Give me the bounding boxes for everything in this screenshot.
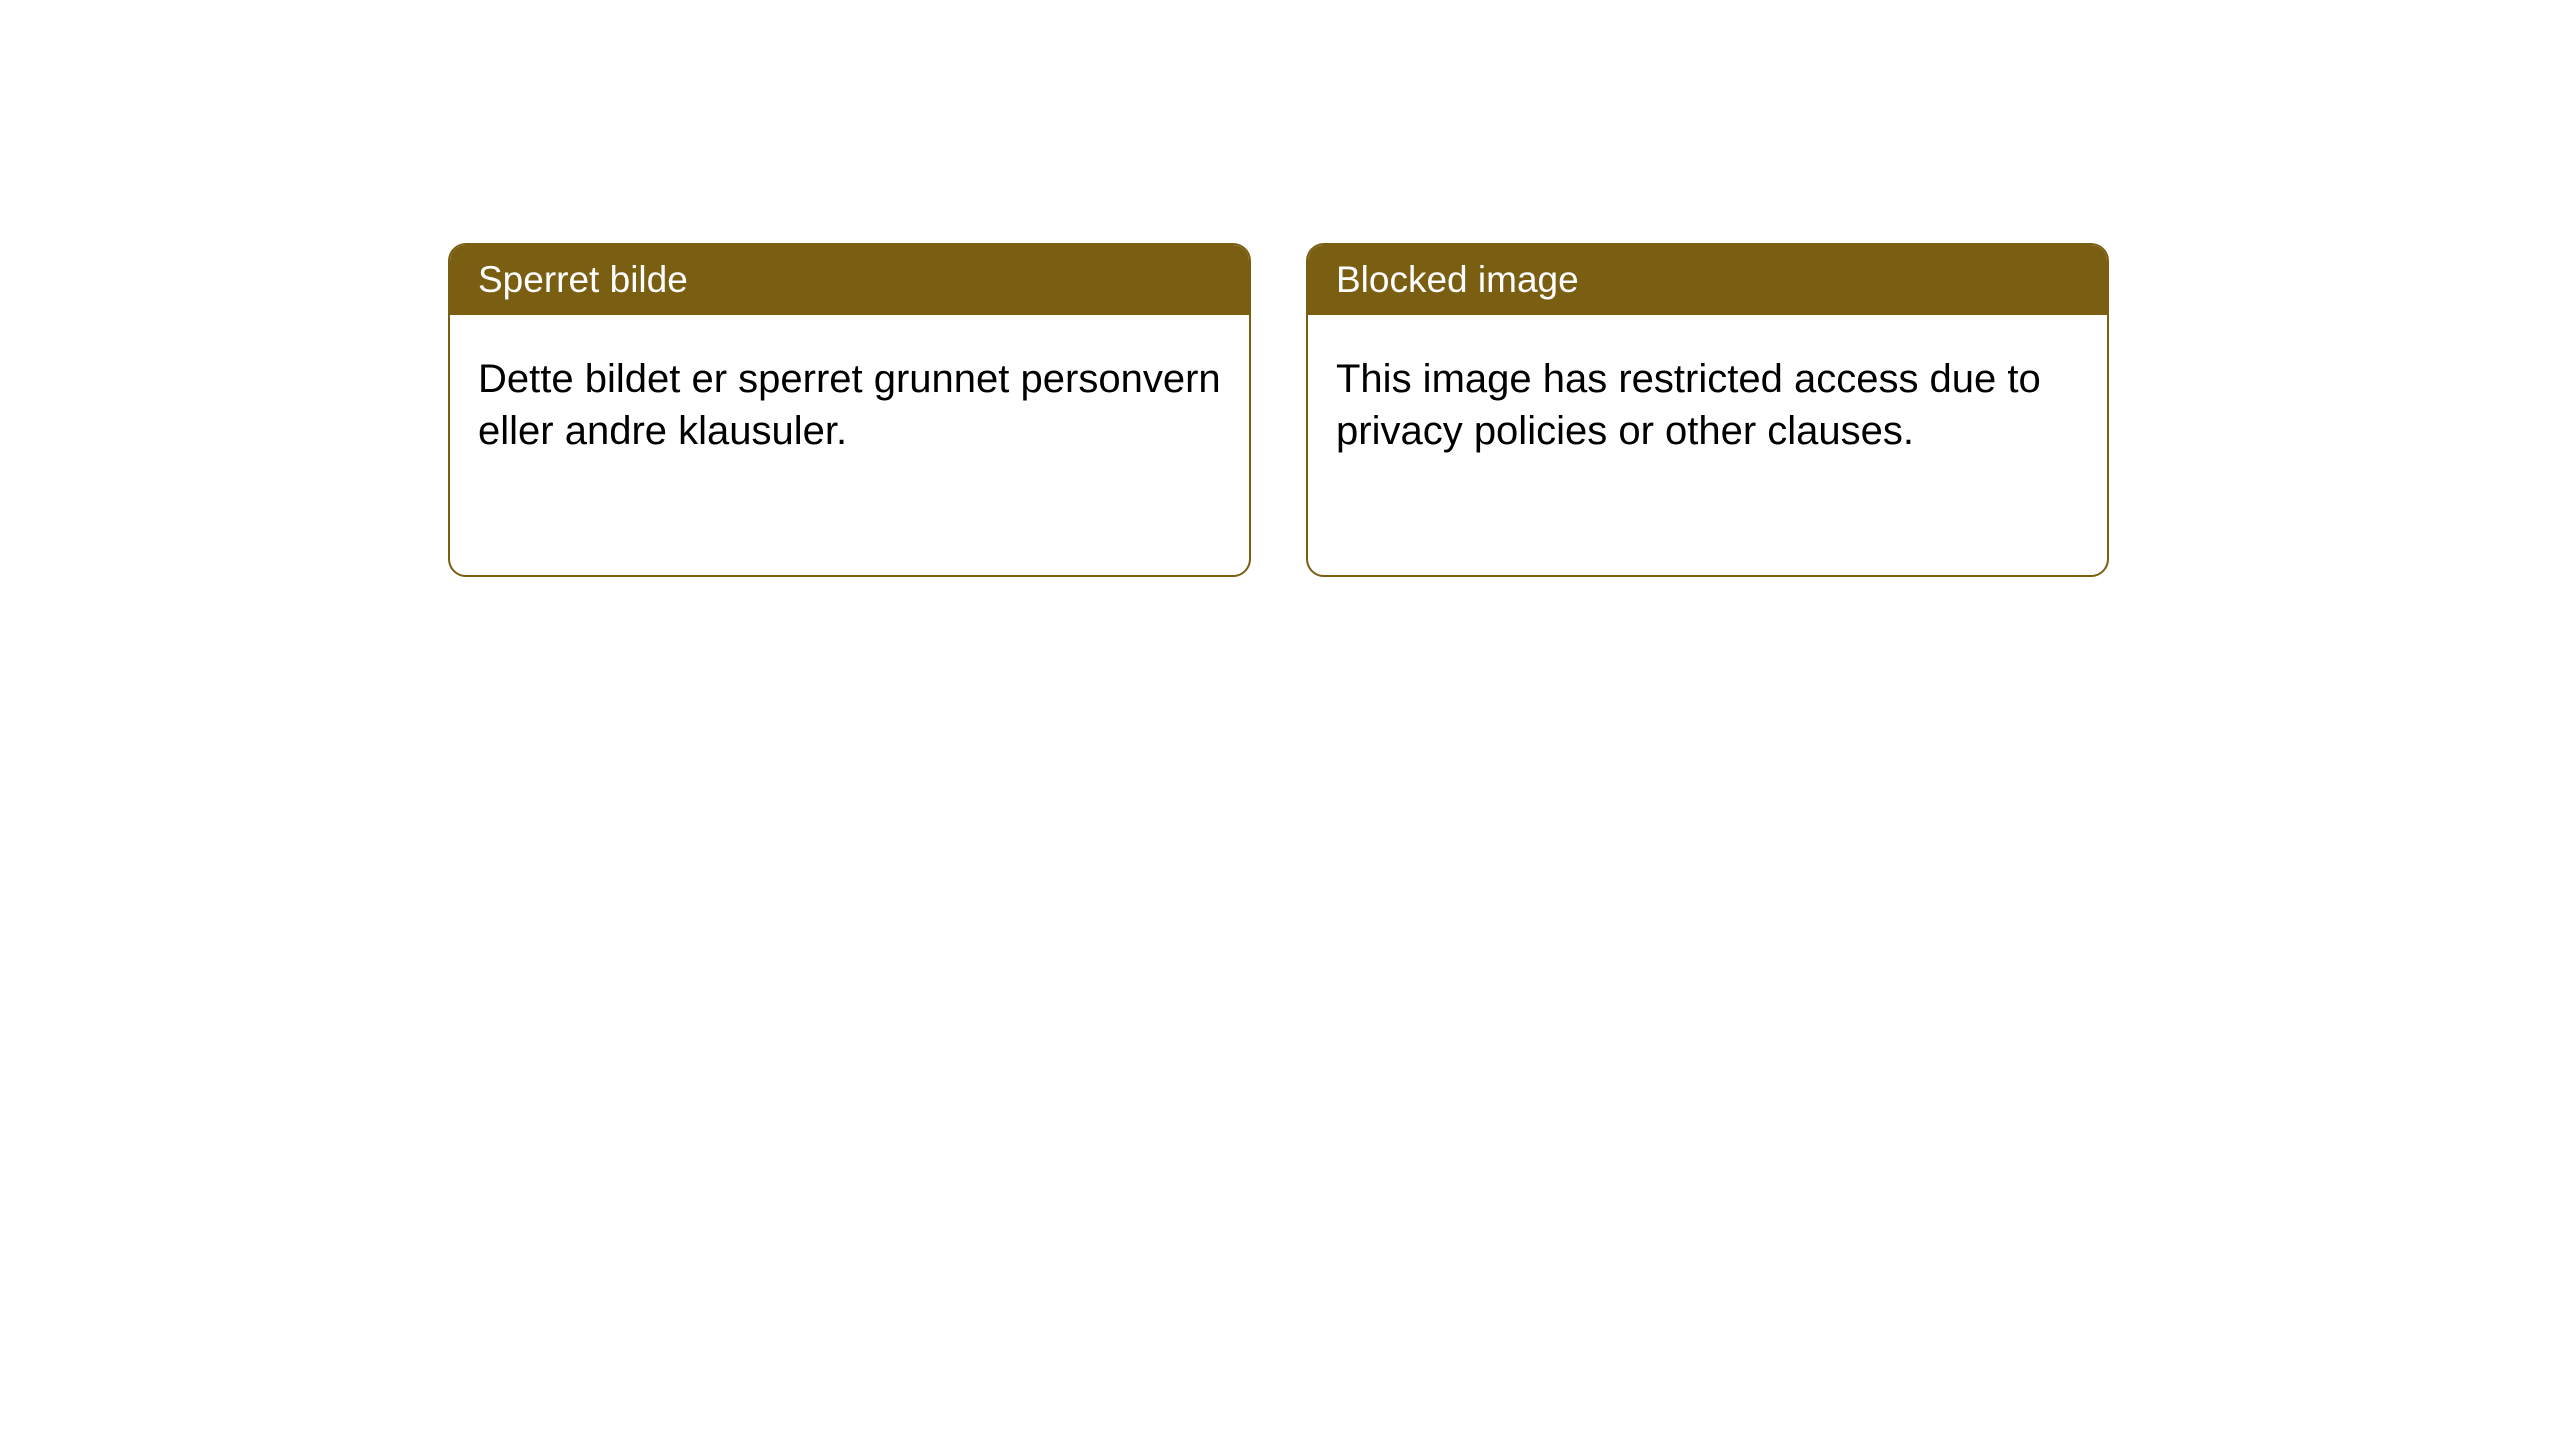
card-header-en: Blocked image	[1308, 245, 2107, 315]
notice-cards-container: Sperret bilde Dette bildet er sperret gr…	[448, 243, 2109, 577]
card-header-no: Sperret bilde	[450, 245, 1249, 315]
card-title-en: Blocked image	[1336, 259, 1579, 300]
card-body-no: Dette bildet er sperret grunnet personve…	[450, 315, 1249, 495]
blocked-image-card-en: Blocked image This image has restricted …	[1306, 243, 2109, 577]
card-message-no: Dette bildet er sperret grunnet personve…	[478, 357, 1221, 453]
blocked-image-card-no: Sperret bilde Dette bildet er sperret gr…	[448, 243, 1251, 577]
card-message-en: This image has restricted access due to …	[1336, 357, 2041, 453]
card-title-no: Sperret bilde	[478, 259, 688, 300]
card-body-en: This image has restricted access due to …	[1308, 315, 2107, 495]
